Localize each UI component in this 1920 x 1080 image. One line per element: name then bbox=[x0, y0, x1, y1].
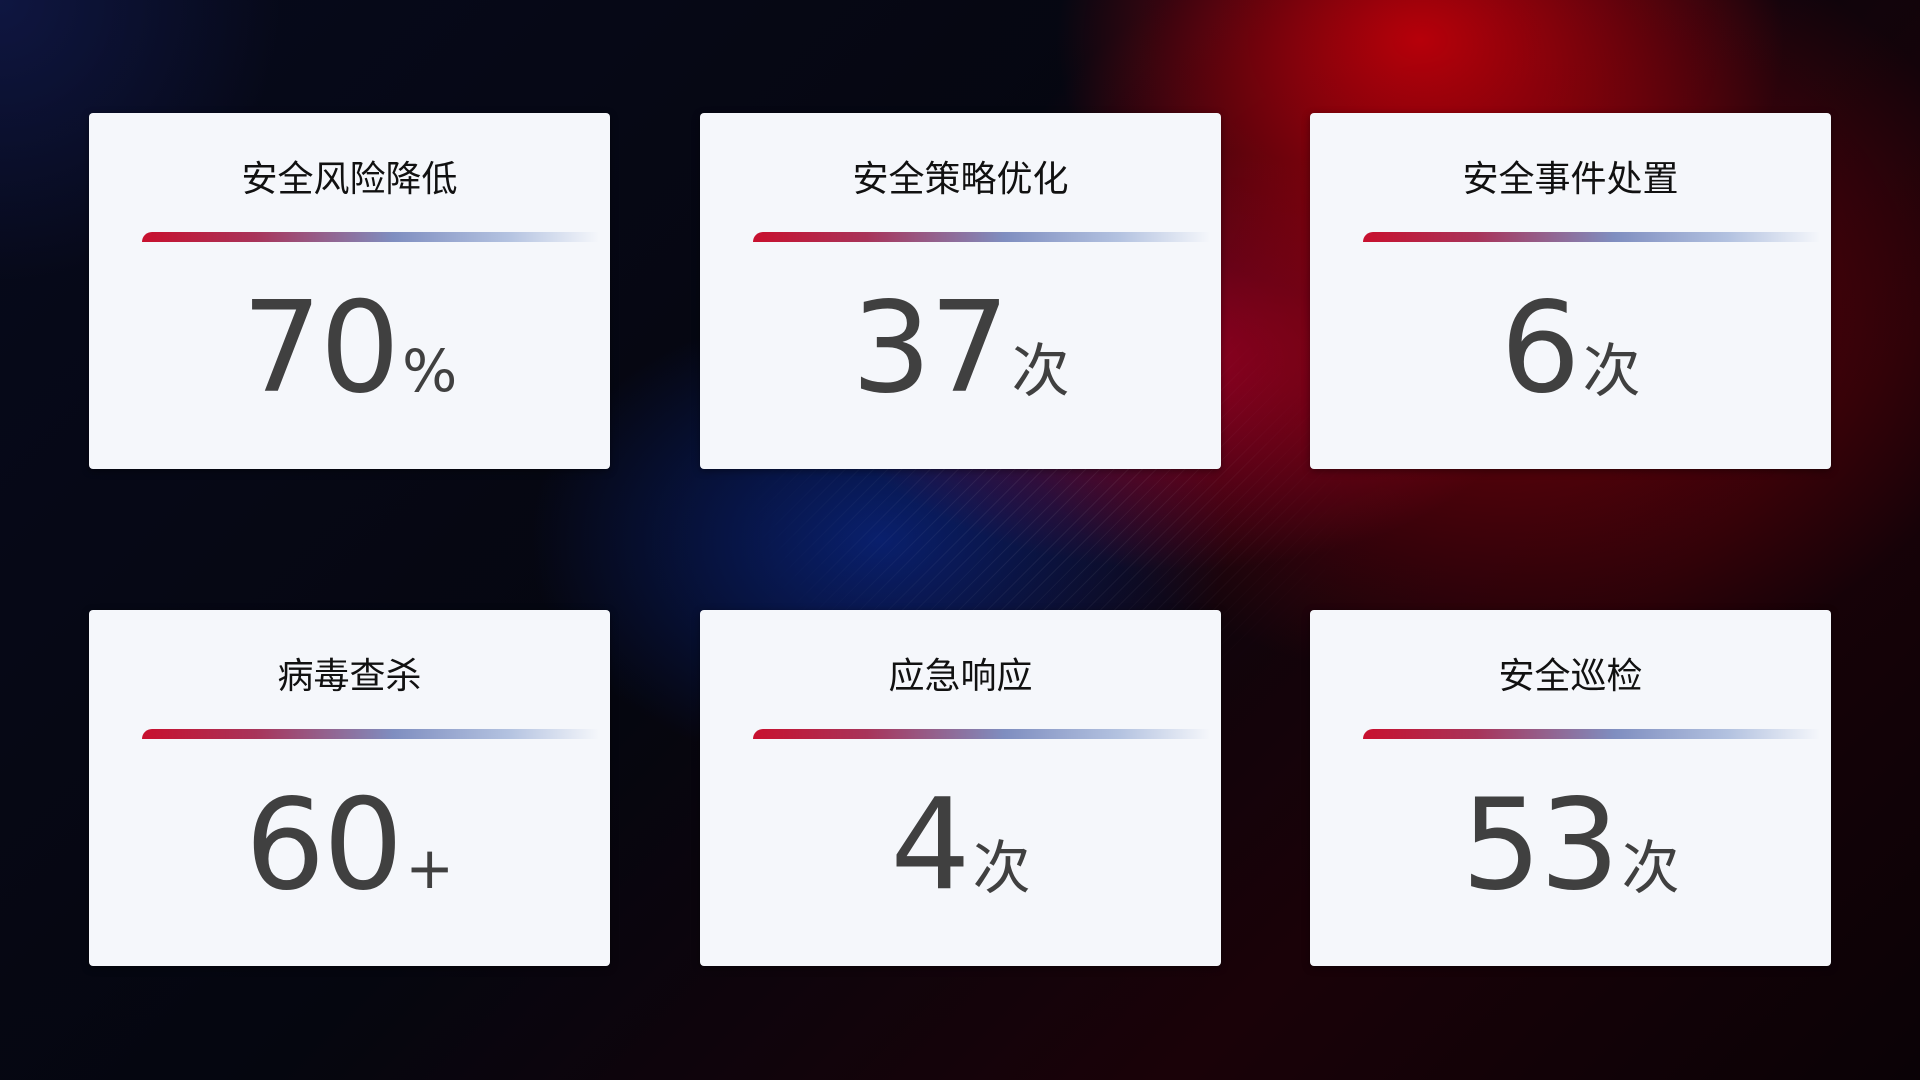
stat-card-emergency-response: 应急响应 4次 bbox=[700, 610, 1221, 966]
value-unit: 次 bbox=[1621, 834, 1680, 902]
card-title: 安全事件处置 bbox=[1462, 159, 1679, 200]
stat-card-risk-reduction: 安全风险降低 70% bbox=[89, 113, 610, 469]
value-number: 60 bbox=[245, 771, 403, 918]
stat-card-incident-handling: 安全事件处置 6次 bbox=[1310, 113, 1831, 469]
value-number: 53 bbox=[1461, 771, 1619, 918]
card-value: 37次 bbox=[700, 283, 1221, 413]
card-divider bbox=[142, 232, 599, 242]
card-title: 应急响应 bbox=[888, 656, 1033, 697]
value-unit: 次 bbox=[972, 834, 1031, 902]
card-title: 安全巡检 bbox=[1498, 656, 1643, 697]
card-title: 安全风险降低 bbox=[241, 159, 458, 200]
value-unit: % bbox=[402, 337, 458, 405]
stat-card-security-inspection: 安全巡检 53次 bbox=[1310, 610, 1831, 966]
value-unit: + bbox=[405, 834, 454, 902]
stat-card-policy-optimization: 安全策略优化 37次 bbox=[700, 113, 1221, 469]
card-value: 4次 bbox=[700, 780, 1221, 910]
card-value: 6次 bbox=[1310, 283, 1831, 413]
card-divider bbox=[753, 729, 1210, 739]
card-divider bbox=[1363, 729, 1820, 739]
value-unit: 次 bbox=[1011, 337, 1070, 405]
card-divider bbox=[753, 232, 1210, 242]
value-number: 6 bbox=[1500, 274, 1580, 421]
card-value: 70% bbox=[89, 283, 610, 413]
card-value: 53次 bbox=[1310, 780, 1831, 910]
card-value: 60+ bbox=[89, 780, 610, 910]
value-unit: 次 bbox=[1582, 337, 1641, 405]
card-title: 病毒查杀 bbox=[277, 656, 422, 697]
value-number: 4 bbox=[890, 771, 970, 918]
stat-card-virus-removal: 病毒查杀 60+ bbox=[89, 610, 610, 966]
card-divider bbox=[1363, 232, 1820, 242]
card-divider bbox=[142, 729, 599, 739]
value-number: 70 bbox=[241, 274, 400, 421]
card-title: 安全策略优化 bbox=[852, 159, 1069, 200]
value-number: 37 bbox=[851, 274, 1009, 421]
